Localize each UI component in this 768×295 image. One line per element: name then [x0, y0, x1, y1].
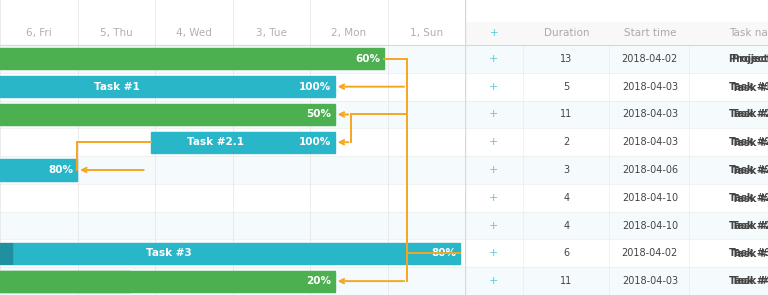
- Text: 11: 11: [561, 109, 573, 119]
- Text: Task #2.2 ❑: Task #2.2 ❑: [732, 165, 768, 175]
- Text: 2018-04-03: 2018-04-03: [622, 276, 678, 286]
- Text: Task #2.4 ❑: Task #2.4 ❑: [732, 221, 768, 231]
- Bar: [0, 271, 335, 292]
- Text: Task #2.3 ❑: Task #2.3 ❑: [732, 193, 768, 203]
- Text: 2018-04-03: 2018-04-03: [622, 109, 678, 119]
- Text: Task #3: Task #3: [146, 248, 191, 258]
- Bar: [0, 212, 465, 240]
- Text: 2018-04-03: 2018-04-03: [622, 82, 678, 92]
- Bar: [0, 21, 465, 45]
- Bar: [465, 267, 768, 295]
- Text: 1, Sun: 1, Sun: [409, 28, 443, 38]
- Bar: [0, 267, 465, 295]
- Text: 2018-04-10: 2018-04-10: [622, 221, 678, 231]
- Bar: [0, 48, 384, 69]
- Text: 4, Wed: 4, Wed: [176, 28, 212, 38]
- Bar: [465, 0, 768, 21]
- Bar: [0, 0, 465, 21]
- Text: 2018-04-03: 2018-04-03: [622, 137, 678, 147]
- Text: 20%: 20%: [306, 276, 331, 286]
- Text: 4: 4: [564, 193, 570, 203]
- Text: 3, Tue: 3, Tue: [256, 28, 286, 38]
- Text: 13: 13: [561, 54, 573, 64]
- Bar: [465, 73, 768, 101]
- Bar: [465, 156, 768, 184]
- Text: Task #1 ❑: Task #1 ❑: [732, 82, 768, 92]
- Bar: [465, 184, 768, 212]
- Bar: [0, 73, 465, 101]
- Bar: [0, 240, 465, 267]
- Text: Task #4 ⌂ −: Task #4 ⌂ −: [732, 276, 768, 286]
- Bar: [151, 132, 335, 153]
- Text: Task #2: Task #2: [729, 109, 768, 119]
- Bar: [0, 101, 465, 128]
- Text: Task #1: Task #1: [729, 82, 768, 92]
- Text: 2018-04-02: 2018-04-02: [622, 248, 678, 258]
- Bar: [465, 240, 768, 267]
- Text: +: +: [489, 54, 498, 64]
- Text: Task #2.1: Task #2.1: [187, 137, 244, 147]
- Bar: [0, 184, 465, 212]
- Text: Task #2 ⌂ −: Task #2 ⌂ −: [732, 109, 768, 119]
- Text: +: +: [489, 28, 498, 38]
- Text: 2, Mon: 2, Mon: [331, 28, 366, 38]
- Text: 60%: 60%: [355, 54, 380, 64]
- Bar: [465, 45, 768, 73]
- Text: +: +: [489, 248, 498, 258]
- Text: 50%: 50%: [306, 109, 331, 119]
- Text: Task #2.4: Task #2.4: [729, 221, 768, 231]
- Bar: [0, 243, 12, 264]
- Text: 80%: 80%: [432, 248, 457, 258]
- Text: +: +: [489, 165, 498, 175]
- Text: +: +: [489, 221, 498, 231]
- Bar: [0, 104, 335, 125]
- Text: +: +: [489, 193, 498, 203]
- Bar: [465, 128, 768, 156]
- Text: 2018-04-10: 2018-04-10: [622, 193, 678, 203]
- Bar: [0, 156, 465, 184]
- Text: Duration: Duration: [544, 28, 589, 38]
- Text: 100%: 100%: [299, 137, 331, 147]
- Text: Task #2.1: Task #2.1: [729, 137, 768, 147]
- Text: +: +: [489, 82, 498, 92]
- Text: Task #2.2: Task #2.2: [729, 165, 768, 175]
- Text: Task #1: Task #1: [94, 82, 140, 92]
- Text: 11: 11: [561, 276, 573, 286]
- Text: 6, Fri: 6, Fri: [26, 28, 51, 38]
- Text: +: +: [489, 109, 498, 119]
- Text: 3: 3: [564, 165, 570, 175]
- Bar: [0, 128, 465, 156]
- Text: Start time: Start time: [624, 28, 676, 38]
- Text: 5: 5: [564, 82, 570, 92]
- Text: +: +: [489, 137, 498, 147]
- Text: Task #3: Task #3: [729, 248, 768, 258]
- Text: +: +: [489, 276, 498, 286]
- Bar: [0, 45, 465, 73]
- Text: Project #1 ⌂ −: Project #1 ⌂ −: [732, 54, 768, 64]
- Text: 80%: 80%: [48, 165, 73, 175]
- Bar: [12, 243, 460, 264]
- Text: 6: 6: [564, 248, 570, 258]
- Text: 2: 2: [564, 137, 570, 147]
- Bar: [0, 76, 335, 97]
- Text: 2018-04-02: 2018-04-02: [622, 54, 678, 64]
- Text: Task #3 ❑: Task #3 ❑: [732, 248, 768, 258]
- Text: Task #2.1 ❑: Task #2.1 ❑: [732, 137, 768, 147]
- Text: Task name: Task name: [729, 28, 768, 38]
- Text: Task #2.3: Task #2.3: [729, 193, 768, 203]
- Bar: [0, 159, 77, 181]
- Bar: [0, 271, 131, 292]
- Text: 4: 4: [564, 221, 570, 231]
- Text: 2018-04-06: 2018-04-06: [622, 165, 678, 175]
- Bar: [465, 101, 768, 128]
- Text: 5, Thu: 5, Thu: [100, 28, 133, 38]
- Text: Task #4: Task #4: [729, 276, 768, 286]
- Text: Project #1: Project #1: [729, 54, 768, 64]
- Bar: [465, 212, 768, 240]
- Text: 100%: 100%: [299, 82, 331, 92]
